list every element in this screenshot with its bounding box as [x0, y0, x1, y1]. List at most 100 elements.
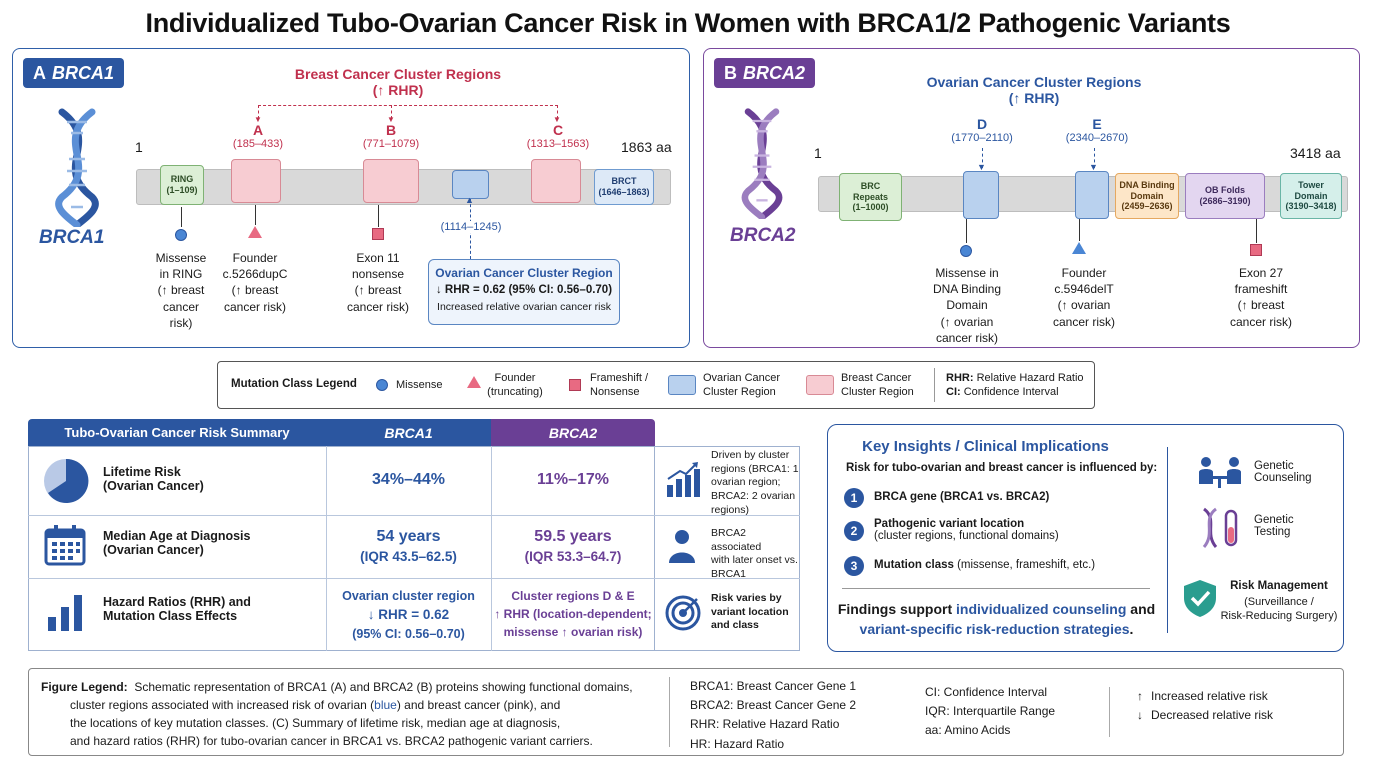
- panel-brca2: B BRCA2 BRCA2 Ovarian Cancer Cluster Regi…: [703, 48, 1360, 348]
- panel-b-letter: B: [724, 63, 737, 83]
- region-e-range: (2340–2670): [1065, 132, 1129, 144]
- col-divider: [326, 446, 327, 651]
- mut3-line: [378, 205, 379, 227]
- ovarian-range: (1114–1245): [431, 221, 511, 233]
- brca1-lifetime-risk: 34%–44%: [372, 471, 445, 488]
- figure-legend-text: Figure Legend: Schematic representation …: [41, 680, 633, 748]
- bar-chart-icon: [48, 595, 82, 631]
- pie-chart-icon: [44, 458, 89, 503]
- dna-helix-icon: [741, 108, 783, 219]
- region-c-box: [531, 159, 581, 203]
- ob-name: OB Folds: [1204, 185, 1245, 196]
- row-divider: [28, 578, 655, 579]
- region-d-letter: D: [976, 116, 988, 132]
- legend-breast-swatch: [806, 375, 834, 395]
- side-note-3: Risk varies by variant location and class: [711, 592, 789, 632]
- insight-3: Mutation class (missense, frameshift, et…: [874, 559, 1096, 571]
- breast-cluster-rhr: (↑ RHR): [372, 82, 424, 98]
- figure-legend: Figure Legend: Schematic representation …: [28, 668, 1344, 756]
- ovarian-box-note: Increased relative ovarian cancer risk: [437, 301, 611, 313]
- legend-ovarian: Ovarian Cancer Cluster Region: [703, 372, 781, 399]
- ovarian-arrow: ▲: [465, 195, 474, 205]
- ring-domain: RING (1–109): [160, 165, 204, 205]
- mut2-line: [255, 205, 256, 225]
- mutation-legend: Mutation Class Legend Missense Founder (t…: [217, 361, 1095, 409]
- side-note-2: BRCA2 associated with later onset vs. BRCA…: [711, 527, 798, 580]
- bracket-a: [258, 105, 259, 119]
- row3-label: Hazard Ratios (RHR) and Mutation Class Ef…: [103, 595, 251, 623]
- shield-check-icon: [1184, 580, 1216, 617]
- region-c-range: (1313–1563): [526, 138, 590, 150]
- dbd-range: (2459–2636): [1121, 201, 1173, 212]
- legend-title: Mutation Class Legend: [231, 378, 357, 390]
- missense-marker: [175, 229, 187, 241]
- dna-helix-icon: [55, 108, 99, 227]
- panel-a-tag: A BRCA1: [23, 58, 125, 88]
- region-b-label: B (771–1079): [353, 122, 429, 150]
- insight-num-1: 1: [844, 488, 864, 508]
- brca2-hazard: Cluster regions D & E ↑ RHR (location-de…: [494, 589, 652, 639]
- breast-bracket: [258, 105, 558, 106]
- brct-range: (1646–1863): [598, 187, 650, 197]
- brca1-start-label: 1: [135, 139, 143, 155]
- b-mut2-label: Founder c.5946delT (↑ ovarian cancer risk): [1052, 266, 1115, 329]
- insights-findings: Findings support individualized counseli…: [837, 601, 1156, 638]
- legend-abbr: RHR: Relative Hazard Ratio CI: Confidenc…: [946, 372, 1084, 399]
- region-d-box: [963, 171, 999, 219]
- legend-frameshift: Frameshift / Nonsense: [590, 372, 649, 399]
- ovarian-info-box: Ovarian Cancer Cluster Region ↓ RHR = 0.…: [428, 259, 620, 325]
- mut1-label: Missense in RING (↑ breast cancer risk): [155, 251, 207, 330]
- insight-2: Pathogenic variant location (cluster reg…: [874, 518, 1059, 542]
- page-title: Individualized Tubo-Ovarian Cancer Risk …: [145, 8, 1231, 38]
- brct-domain: BRCT (1646–1863): [594, 169, 654, 205]
- insights-divider: [842, 588, 1150, 589]
- action-testing: Genetic Testing: [1254, 514, 1294, 538]
- ovarian-box-title: Ovarian Cancer Cluster Region: [435, 266, 613, 280]
- ring-name: RING: [170, 174, 194, 185]
- ring-range: (1–109): [166, 185, 198, 195]
- abbreviations-2: CI: Confidence Interval IQR: Interquartil…: [925, 685, 1056, 738]
- breast-cluster-header: Breast Cancer Cluster Regions (↑ RHR): [243, 66, 553, 98]
- insights-panel: Key Insights / Clinical Implications Ris…: [827, 424, 1344, 652]
- region-a-box: [231, 159, 281, 203]
- ovarian-cluster-title: Ovarian Cancer Cluster Regions: [926, 74, 1142, 90]
- abbreviations-1: BRCA1: Breast Cancer Gene 1 BRCA2: Breast…: [690, 679, 857, 751]
- action-counseling: Genetic Counseling: [1254, 460, 1312, 484]
- legend-breast: Breast Cancer Cluster Region: [841, 372, 914, 399]
- target-icon: [665, 595, 701, 631]
- brca1-side-label: BRCA1: [39, 227, 105, 248]
- region-a-label: A (185–433): [223, 122, 293, 150]
- region-c-letter: C: [552, 122, 564, 138]
- ovarian-cluster-header: Ovarian Cancer Cluster Regions (↑ RHR): [884, 74, 1184, 106]
- ovarian-box-rhr: ↓ RHR = 0.62 (95% CI: 0.56–0.70): [435, 284, 613, 296]
- bracket-c: [557, 105, 558, 119]
- action-risk-management: Risk Management (Surveillance / Risk-Reduc…: [1220, 580, 1338, 623]
- tower-name2: Domain: [1294, 190, 1328, 201]
- side-column: [655, 446, 800, 651]
- table-col-brca2: BRCA2: [491, 419, 655, 446]
- bracket-b: [391, 105, 392, 119]
- region-d-arrow: ▼: [977, 162, 986, 172]
- brc-name2: Repeats: [852, 191, 888, 202]
- person-icon: [669, 530, 695, 563]
- region-c-label: C (1313–1563): [518, 122, 598, 150]
- panel-a-letter: A: [33, 63, 46, 83]
- ob-folds-domain: OB Folds (2686–3190): [1185, 173, 1265, 219]
- row-divider: [28, 515, 655, 516]
- brct-name: BRCT: [611, 176, 637, 187]
- region-d-range: (1770–2110): [951, 132, 1013, 144]
- region-e-arrow: ▼: [1089, 162, 1098, 172]
- brca1-hazard: Ovarian cluster region ↓ RHR = 0.62 (95%…: [342, 589, 475, 641]
- missense-marker: [960, 245, 972, 257]
- region-b-letter: B: [385, 122, 397, 138]
- founder-marker: [1072, 242, 1086, 254]
- tower-name: Tower: [1298, 179, 1324, 190]
- col-divider: [491, 446, 492, 651]
- risk-summary-table: Tubo-Ovarian Cancer Risk Summary BRCA1 B…: [28, 419, 802, 651]
- insights-vdivider: [1167, 447, 1168, 633]
- nonsense-marker: [372, 228, 384, 240]
- region-a-range: (185–433): [232, 138, 284, 150]
- insights-intro: Risk for tubo-ovarian and breast cancer …: [846, 462, 1158, 474]
- side-divider: [655, 515, 800, 516]
- legend-frameshift-icon: [569, 379, 581, 391]
